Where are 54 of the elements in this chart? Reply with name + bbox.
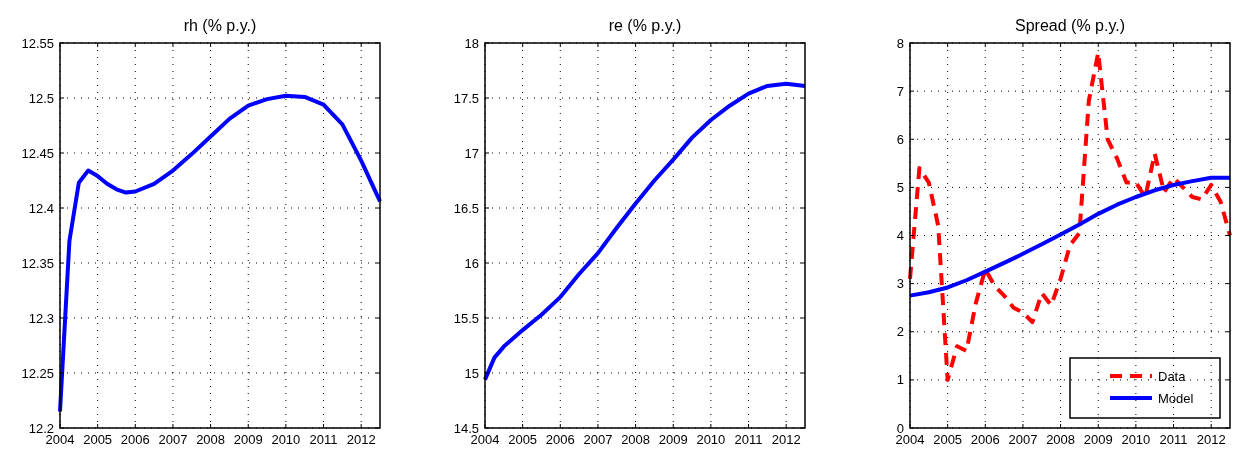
y-tick-label: 6 (896, 131, 904, 147)
x-tick-label: 2005 (83, 432, 113, 447)
y-tick-label: 2 (896, 324, 904, 340)
x-tick-label: 2005 (508, 432, 538, 447)
x-tick-label: 2010 (1121, 432, 1151, 447)
y-tick-label: 3 (896, 276, 904, 292)
chart-title: Spread (% p.y.) (1015, 17, 1125, 34)
x-tick-label: 2011 (734, 432, 763, 447)
x-tick-label: 2007 (1008, 432, 1038, 447)
y-tick-label: 17 (464, 145, 479, 161)
y-tick-label: 18 (464, 35, 479, 51)
y-tick-label: 16 (464, 255, 479, 271)
x-tick-label: 2008 (621, 432, 651, 447)
x-tick-label: 2012 (346, 432, 376, 447)
legend-label: Model (1158, 390, 1194, 406)
y-tick-label: 12.3 (28, 310, 54, 326)
y-tick-label: 15.5 (453, 310, 479, 326)
legend-label: Data (1158, 368, 1187, 384)
x-tick-label: 2005 (933, 432, 963, 447)
y-tick-label: 4 (896, 228, 904, 244)
x-tick-label: 2009 (1083, 432, 1113, 447)
y-tick-label: 12.35 (21, 255, 54, 271)
x-tick-label: 2006 (545, 432, 575, 447)
line-series (483, 81, 807, 382)
y-tick-label: 17.5 (453, 90, 479, 106)
y-tick-label: 15 (464, 365, 479, 381)
y-tick-label: 12.4 (28, 200, 54, 216)
x-tick-label: 2010 (271, 432, 301, 447)
x-tick-label: 2012 (1196, 432, 1226, 447)
x-tick-label: 2011 (1159, 432, 1188, 447)
x-tick-label: 2010 (696, 432, 726, 447)
line-series (908, 175, 1232, 298)
x-tick-label: 2006 (970, 432, 1000, 447)
x-tick-label: 2008 (196, 432, 226, 447)
y-tick-label: 16.5 (453, 200, 479, 216)
y-tick-label: 12.55 (21, 35, 54, 51)
x-tick-label: 2012 (771, 432, 801, 447)
line-series (58, 93, 382, 414)
y-tick-label: 7 (896, 83, 904, 99)
x-tick-label: 2011 (309, 432, 338, 447)
y-tick-label: 5 (896, 179, 904, 195)
x-tick-label: 2009 (233, 432, 263, 447)
y-tick-label: 8 (896, 35, 904, 51)
chart-title: re (% p.y.) (608, 17, 682, 34)
x-tick-label: 2009 (658, 432, 688, 447)
x-tick-label: 2007 (583, 432, 613, 447)
y-tick-label: 12.45 (21, 145, 54, 161)
y-tick-label: 1 (896, 372, 904, 388)
y-tick-label: 12.25 (21, 365, 54, 381)
x-tick-label: 2007 (158, 432, 188, 447)
chart-title: rh (% p.y.) (183, 17, 257, 34)
x-tick-label: 2008 (1046, 432, 1076, 447)
x-tick-label: 2006 (120, 432, 150, 447)
y-tick-label: 12.5 (28, 90, 54, 106)
